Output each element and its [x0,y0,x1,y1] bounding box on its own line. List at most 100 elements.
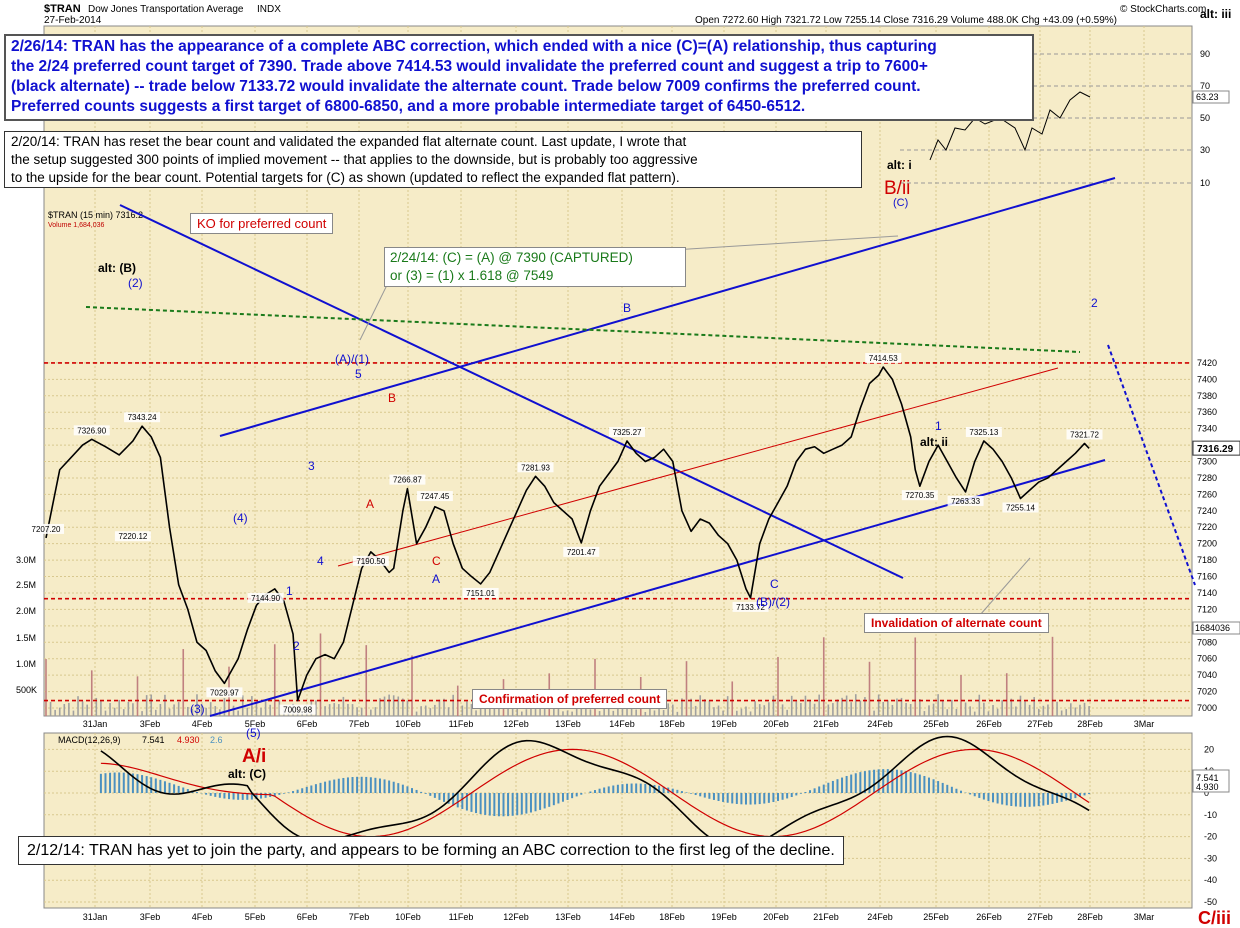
x-tick-label: 3Mar [1134,912,1155,922]
x-tick-label: 5Feb [245,912,266,922]
macd-tick-label: -40 [1204,875,1217,885]
macd-series [99,735,1091,849]
price-label: 7144.90 [247,592,284,603]
macd-value-2: 4.930 [177,735,200,745]
price-label: 7029.97 [206,687,243,698]
wave-label: 4 [317,554,324,568]
y-tick-label: 7300 [1197,457,1217,467]
y-tick-label: 7120 [1197,604,1217,614]
x-tick-label: 12Feb [503,719,529,729]
svg-text:7133.72: 7133.72 [736,603,765,612]
svg-text:7247.45: 7247.45 [420,492,449,501]
y-tick-label: 7220 [1197,522,1217,532]
descending-trendline [119,204,904,579]
x-tick-label: 6Feb [297,912,318,922]
svg-text:7255.14: 7255.14 [1006,503,1035,512]
price-label: 7343.24 [124,412,161,423]
wave-label: C [770,577,779,591]
wave-label: 5 [355,367,362,381]
note-2-12: 2/12/14: TRAN has yet to join the party,… [18,836,844,866]
macd-tick-label: 0 [1204,788,1209,798]
price-labels: 7207.20 7326.90 7343.24 7220.12 7029.97 7009.… [28,353,1103,715]
price-label: 7201.47 [563,546,600,557]
chart-exchange: INDX [257,4,281,15]
y-tick-label: 7000 [1197,703,1217,713]
x-tick-label: 18Feb [659,719,685,729]
chart-name: Dow Jones Transportation Average [88,4,244,15]
wave-label: C/iii [1198,908,1231,928]
svg-text:7029.97: 7029.97 [210,688,239,697]
note-2-24-line: or (3) = (1) x 1.618 @ 7549 [390,267,554,283]
wave-label: B/ii [884,178,910,199]
x-tick-label: 7Feb [349,719,370,729]
volume-tick-label: 1.5M [16,633,36,643]
note-2-26: 2/26/14: TRAN has the appearance of a co… [4,34,1034,121]
note-2-20-line: to the upside for the bear count. Potent… [11,169,680,185]
wave-label: alt: ii [920,435,948,449]
x-tick-label: 24Feb [867,719,893,729]
note-2-26-line: 2/26/14: TRAN has the appearance of a co… [11,38,937,55]
rsi-tick-label: 10 [1200,178,1210,188]
note-2-26-line: Preferred counts suggests a first target… [11,98,806,116]
wave-label: A [366,497,374,511]
y-tick-label: 7080 [1197,637,1217,647]
rsi-tick-label: 70 [1200,81,1210,91]
corner-tag: alt: iii [1200,7,1231,21]
x-tick-label: 14Feb [609,719,635,729]
green-dashed-line [85,306,1081,353]
macd-tick-label: -20 [1204,832,1217,842]
x-tick-label: 5Feb [245,719,266,729]
wave-label: (5) [246,726,261,740]
price-label: 7247.45 [416,491,453,502]
ko-label: KO for preferred count [190,213,334,234]
wave-label: alt: (C) [228,767,266,781]
svg-text:7220.12: 7220.12 [118,532,147,541]
y-tick-label: 7280 [1197,473,1217,483]
rsi-inset: 90 70 50 30 10 63.23 [900,49,1230,188]
price-label: 7325.27 [609,426,646,437]
legend-price: $TRAN (15 min) 7316.2 [48,210,143,220]
svg-text:7326.90: 7326.90 [77,426,106,435]
wave-label: A [432,572,440,586]
y-tick-label: 7040 [1197,670,1217,680]
volume-tick-label: 500K [16,685,37,695]
price-label: 7151.01 [462,587,499,598]
svg-text:7151.01: 7151.01 [466,589,495,598]
x-tick-label: 31Jan [83,719,108,729]
macd-signal-tag: 4.930 [1196,782,1219,792]
y-tick-label: 7240 [1197,506,1217,516]
price-label: 7270.35 [901,490,938,501]
macd-value-1: 7.541 [142,735,165,745]
macd-label: MACD(12,26,9) [58,735,121,745]
chart-attribution: © StockCharts.com [1120,4,1206,15]
volume-tick-label: 3.0M [16,555,36,565]
price-label: 7266.87 [389,474,426,485]
callout-pointer-1 [672,235,899,251]
macd-tick-label: 20 [1204,744,1214,754]
price-label: 7009.98 [279,704,316,715]
x-tick-label: 14Feb [609,912,635,922]
note-2-24-line: 2/24/14: (C) = (A) @ 7390 (CAPTURED) [390,250,633,265]
x-tick-label: 13Feb [555,912,581,922]
x-tick-label: 4Feb [192,719,213,729]
price-label: 7263.33 [947,495,984,506]
wave-label: (B)/(2) [756,595,790,609]
y-tick-label: 7260 [1197,489,1217,499]
note-2-26-line: the 2/24 preferred count target of 7390.… [11,58,928,76]
svg-text:7343.24: 7343.24 [128,413,157,422]
wave-label: A/i [242,746,266,767]
x-tick-label: 28Feb [1077,719,1103,729]
price-label: 7321.72 [1066,429,1103,440]
x-tick-label: 3Mar [1134,719,1155,729]
macd-tick-label: -30 [1204,853,1217,863]
note-2-20-line: 2/20/14: TRAN has reset the bear count a… [11,134,687,149]
y-tick-label: 7060 [1197,654,1217,664]
svg-text:7321.72: 7321.72 [1070,430,1099,439]
wave-label: 1 [286,584,293,598]
x-tick-label: 11Feb [449,912,474,922]
wave-label: (A)/(1) [335,352,369,366]
volume-tick-label: 2.5M [16,580,36,590]
price-label: 7255.14 [1002,502,1039,513]
price-label: 7281.93 [517,462,554,473]
y-tick-label: 7420 [1197,358,1217,368]
